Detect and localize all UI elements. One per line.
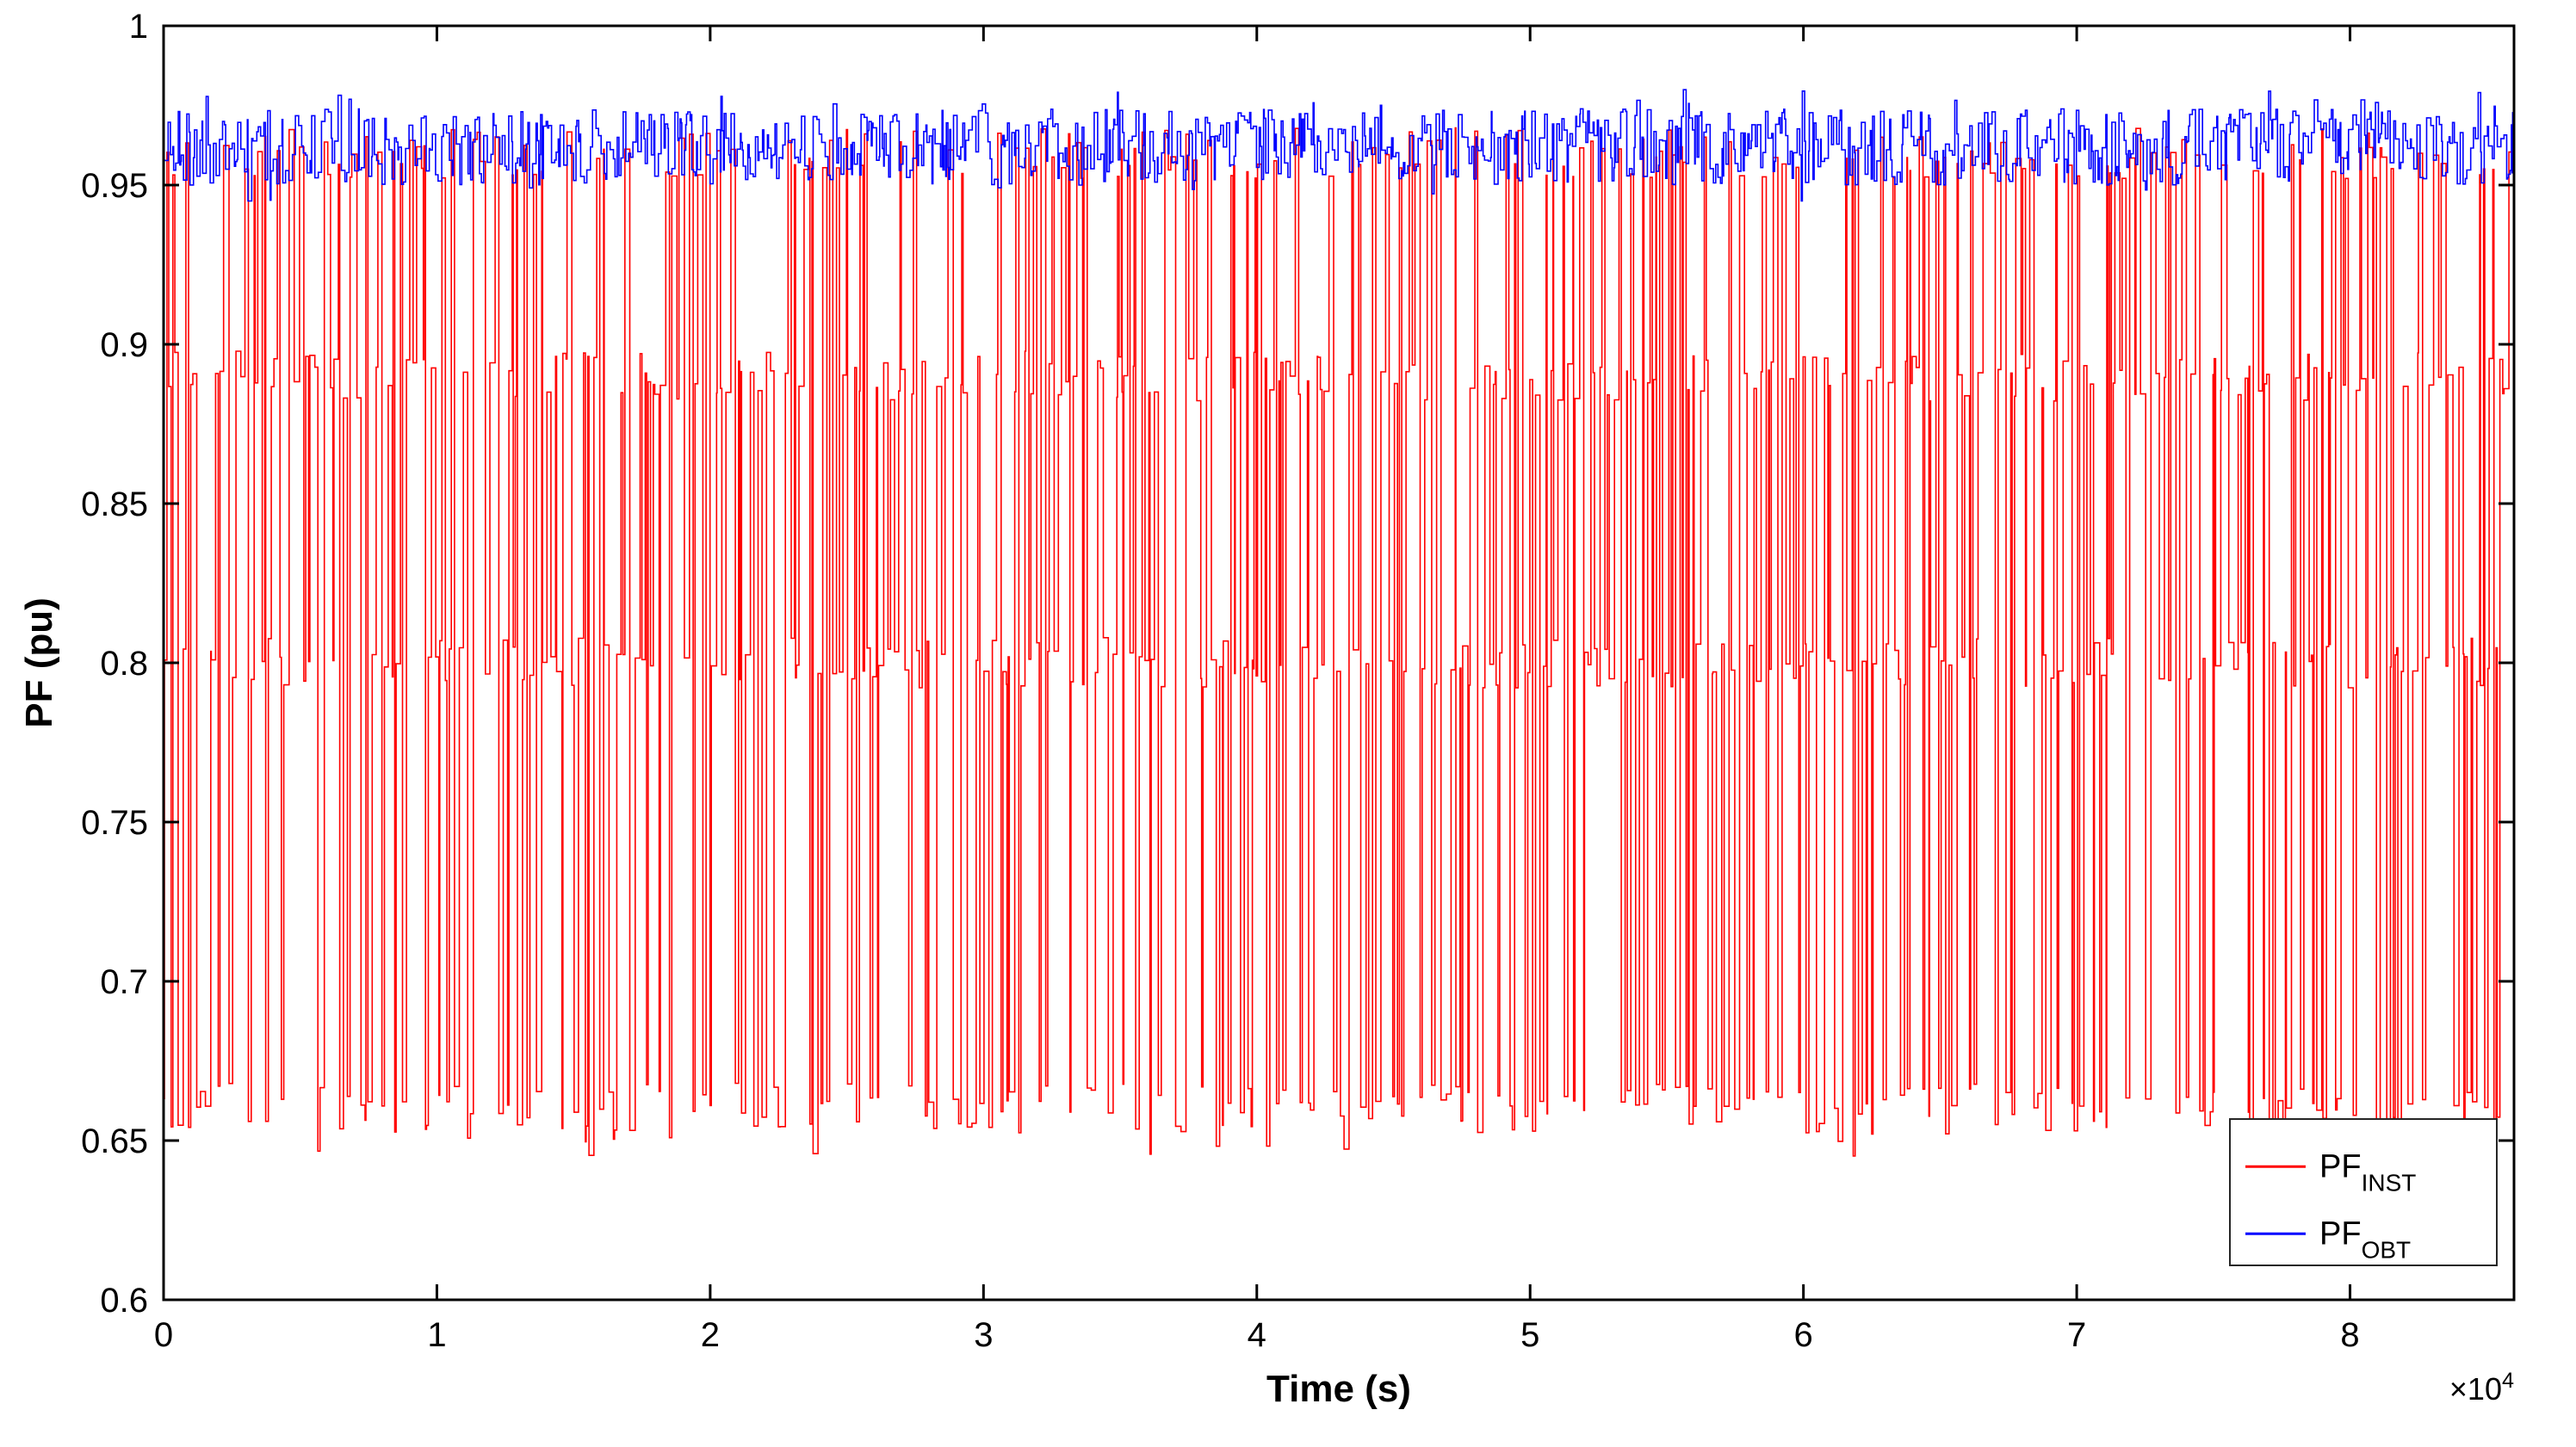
xtick-label: 8 [2340,1316,2359,1354]
ytick-label: 0.8 [100,645,148,683]
ytick-label: 0.7 [100,963,148,1001]
ytick-label: 1 [129,8,148,46]
ytick-label: 0.75 [81,804,148,842]
xtick-label: 7 [2067,1316,2086,1354]
xtick-label: 1 [427,1316,446,1354]
xtick-label: 2 [701,1316,720,1354]
ytick-label: 0.85 [81,485,148,523]
xtick-label: 4 [1248,1316,1266,1354]
xtick-label: 3 [974,1316,993,1354]
xtick-label: 6 [1794,1316,1813,1354]
y-axis-label: PF (pu) [18,597,60,728]
x-axis-label: Time (s) [1266,1368,1411,1410]
ytick-label: 0.65 [81,1122,148,1160]
pf-chart: 0 1 2 3 4 5 6 7 8 0.6 0.65 0.7 0.75 0.8 0.85 0.9 0.95 1 Ti… [0,0,2576,1447]
ytick-label: 0.9 [100,326,148,364]
chart-svg: 0 1 2 3 4 5 6 7 8 0.6 0.65 0.7 0.75 0.8 0.85 0.9 0.95 1 Ti… [0,0,2576,1447]
xtick-label: 0 [154,1316,173,1354]
ytick-label: 0.6 [100,1282,148,1320]
xtick-label: 5 [1520,1316,1539,1354]
ytick-label: 0.95 [81,167,148,205]
